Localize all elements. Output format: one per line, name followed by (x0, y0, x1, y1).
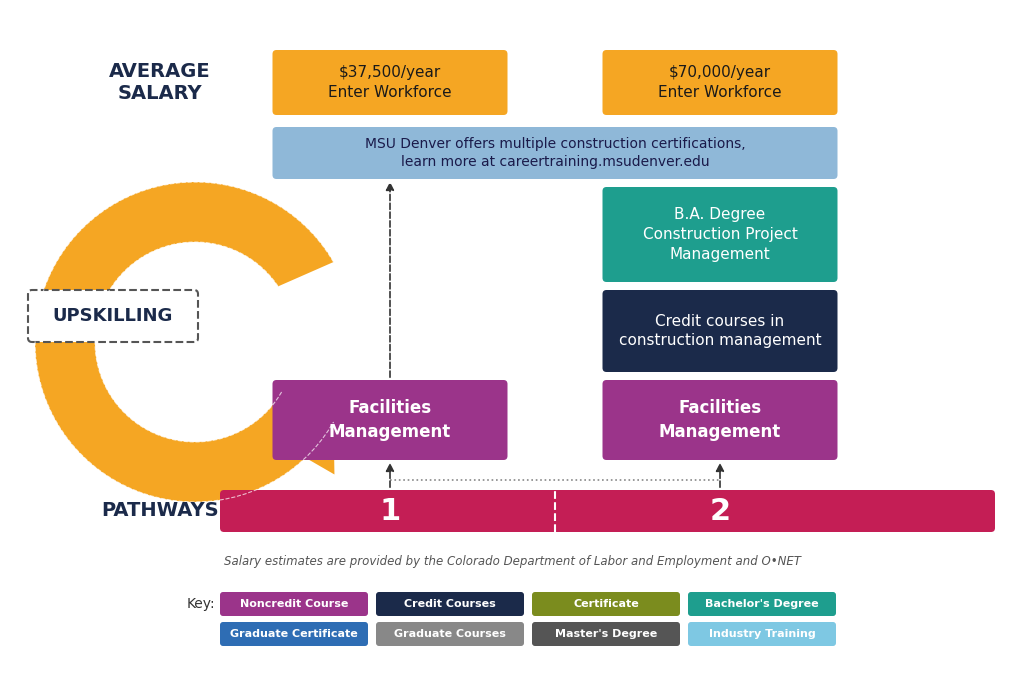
Text: $70,000/year
Enter Workforce: $70,000/year Enter Workforce (658, 65, 781, 100)
FancyBboxPatch shape (376, 592, 524, 616)
Text: 1: 1 (379, 496, 400, 526)
Text: Bachelor's Degree: Bachelor's Degree (706, 599, 819, 609)
Text: B.A. Degree
Construction Project
Management: B.A. Degree Construction Project Managem… (643, 207, 798, 262)
Text: $37,500/year
Enter Workforce: $37,500/year Enter Workforce (328, 65, 452, 100)
PathPatch shape (288, 422, 335, 475)
Text: MSU Denver offers multiple construction certifications,
learn more at careertrai: MSU Denver offers multiple construction … (365, 137, 745, 169)
Text: Master's Degree: Master's Degree (555, 629, 657, 639)
Text: Credit courses in
construction management: Credit courses in construction managemen… (618, 314, 821, 349)
Text: Key:: Key: (186, 597, 215, 611)
FancyBboxPatch shape (220, 490, 995, 532)
Text: Credit Courses: Credit Courses (404, 599, 496, 609)
Text: UPSKILLING: UPSKILLING (53, 307, 173, 325)
FancyBboxPatch shape (602, 290, 838, 372)
Text: Graduate Courses: Graduate Courses (394, 629, 506, 639)
FancyBboxPatch shape (688, 592, 836, 616)
Text: Industry Training: Industry Training (709, 629, 815, 639)
PathPatch shape (35, 182, 334, 502)
FancyBboxPatch shape (532, 622, 680, 646)
FancyBboxPatch shape (688, 622, 836, 646)
FancyBboxPatch shape (602, 50, 838, 115)
Text: Noncredit Course: Noncredit Course (240, 599, 348, 609)
Text: Salary estimates are provided by the Colorado Department of Labor and Employment: Salary estimates are provided by the Col… (223, 556, 801, 569)
FancyBboxPatch shape (272, 50, 508, 115)
Text: Facilities
Management: Facilities Management (329, 399, 452, 441)
FancyBboxPatch shape (376, 622, 524, 646)
Text: Facilities
Management: Facilities Management (658, 399, 781, 441)
FancyBboxPatch shape (28, 290, 198, 342)
FancyBboxPatch shape (220, 622, 368, 646)
Text: 2: 2 (710, 496, 730, 526)
FancyBboxPatch shape (220, 592, 368, 616)
FancyBboxPatch shape (272, 127, 838, 179)
Text: Graduate Certificate: Graduate Certificate (230, 629, 357, 639)
FancyBboxPatch shape (602, 380, 838, 460)
Text: PATHWAYS: PATHWAYS (101, 501, 219, 520)
Text: AVERAGE
SALARY: AVERAGE SALARY (110, 62, 211, 103)
FancyBboxPatch shape (532, 592, 680, 616)
FancyBboxPatch shape (602, 187, 838, 282)
Text: Certificate: Certificate (573, 599, 639, 609)
FancyBboxPatch shape (272, 380, 508, 460)
